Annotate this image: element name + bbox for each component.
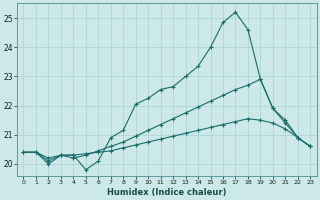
- X-axis label: Humidex (Indice chaleur): Humidex (Indice chaleur): [107, 188, 227, 197]
